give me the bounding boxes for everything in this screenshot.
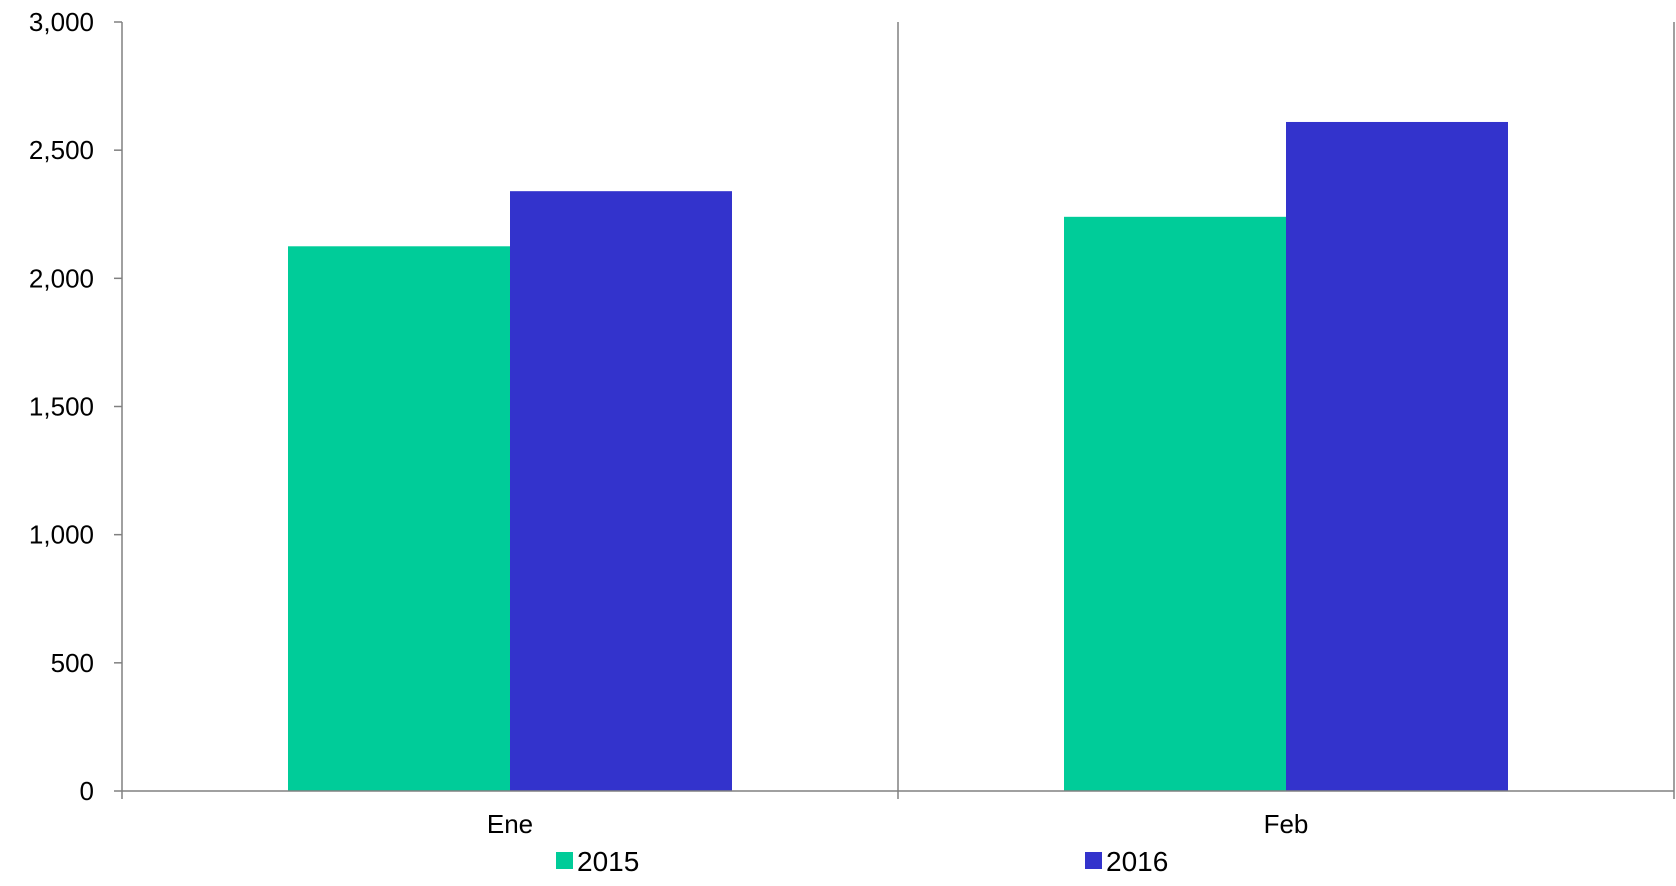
- y-tick-label: 1,500: [29, 392, 94, 422]
- y-tick-label: 2,000: [29, 263, 94, 293]
- y-tick-label: 500: [51, 648, 94, 678]
- y-tick-label: 0: [80, 776, 94, 806]
- bars-layer: [288, 121, 1508, 792]
- legend-label-2015: 2015: [577, 846, 639, 877]
- x-tick-label: Feb: [1264, 809, 1309, 839]
- y-tick-label: 3,000: [29, 7, 94, 37]
- legend-swatch-2016: [1085, 852, 1102, 869]
- bar-2016-Feb: [1286, 121, 1508, 792]
- bar-2016-Ene: [510, 191, 732, 791]
- x-tick-label: Ene: [487, 809, 533, 839]
- axes-layer: [114, 21, 1675, 799]
- y-tick-label: 2,500: [29, 135, 94, 165]
- y-tick-label: 1,000: [29, 520, 94, 550]
- bar-2015-Ene: [288, 246, 510, 791]
- legend-swatch-2015: [556, 852, 573, 869]
- bar-2015-Feb: [1064, 216, 1286, 791]
- legend: 2015 2016: [556, 846, 1168, 877]
- legend-label-2016: 2016: [1106, 846, 1168, 877]
- labels-layer: 0 500 1,000 1,500 2,000 2,500 3,000 Ene Feb: [29, 7, 1308, 839]
